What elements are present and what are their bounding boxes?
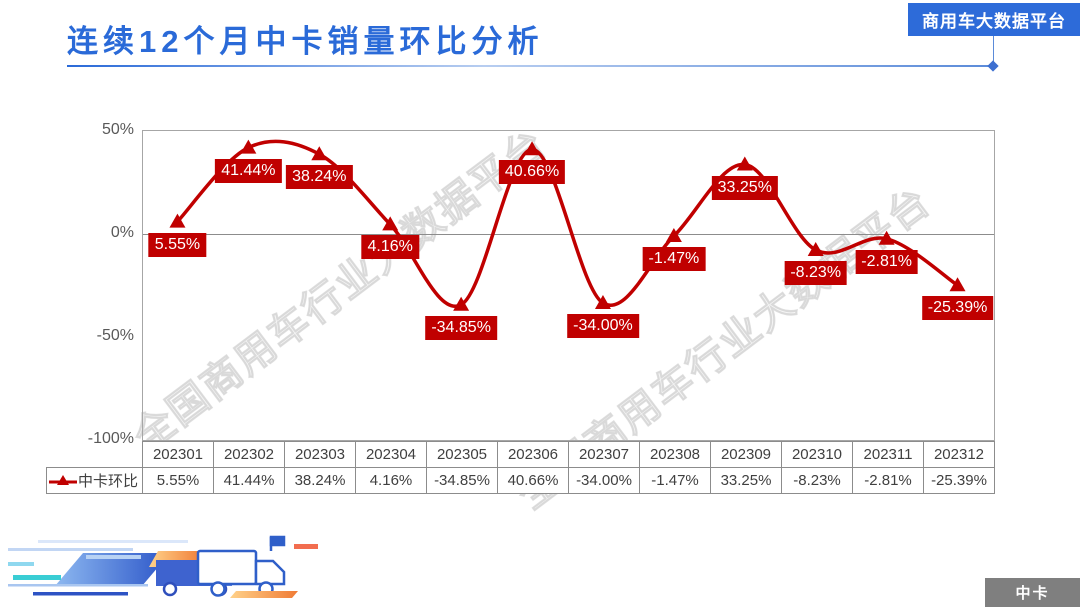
y-axis-tick-label: -100% — [87, 430, 134, 447]
month-header-cell: 202308 — [639, 441, 711, 468]
value-cell: -8.23% — [781, 467, 853, 494]
value-cell: -1.47% — [639, 467, 711, 494]
table-blank-cell — [47, 442, 143, 468]
value-cell: 5.55% — [142, 467, 214, 494]
value-cell: -34.85% — [426, 467, 498, 494]
month-header-cell: 202305 — [426, 441, 498, 468]
data-point-marker — [169, 213, 186, 228]
badge-connector-line — [993, 36, 994, 66]
value-cell: -34.00% — [568, 467, 640, 494]
value-cell: -25.39% — [923, 467, 995, 494]
plot-area — [142, 130, 995, 441]
legend-cell: 中卡环比 — [46, 467, 143, 494]
data-point-marker — [240, 139, 257, 154]
zero-gridline — [143, 234, 994, 235]
month-header-cell: 202301 — [142, 441, 214, 468]
month-header-cell: 202310 — [781, 441, 853, 468]
month-header-cell: 202304 — [355, 441, 427, 468]
data-point-marker — [949, 277, 966, 292]
value-cell: 33.25% — [710, 467, 782, 494]
data-point-marker — [665, 228, 682, 243]
data-point-marker — [382, 216, 399, 231]
data-point-marker — [807, 241, 824, 256]
month-header-cell: 202307 — [568, 441, 640, 468]
month-header-cell: 202302 — [213, 441, 285, 468]
title-underline — [67, 65, 994, 67]
legend-line-marker-icon — [49, 475, 77, 485]
platform-badge: 商用车大数据平台 — [908, 3, 1080, 36]
series-line-chart — [169, 139, 966, 311]
y-axis-tick-label: 0% — [110, 224, 134, 241]
badge-connector-diamond-icon — [987, 60, 999, 72]
value-cell: 4.16% — [355, 467, 427, 494]
page-title: 连续12个月中卡销量环比分析 — [67, 24, 544, 59]
value-cell: -2.81% — [852, 467, 924, 494]
legend-series-name: 中卡环比 — [78, 473, 139, 490]
month-header-cell: 202309 — [710, 441, 782, 468]
data-point-marker — [878, 230, 895, 245]
month-header-cell: 202303 — [284, 441, 356, 468]
data-point-marker — [311, 146, 328, 161]
data-point-marker — [736, 156, 753, 171]
category-badge: 中卡 — [985, 578, 1080, 607]
data-table: 202301 202302 202303 202304 202305 202306 2023… — [46, 441, 995, 494]
series-line — [176, 139, 959, 309]
value-cell: 41.44% — [213, 467, 285, 494]
month-header-cell: 202312 — [923, 441, 995, 468]
y-axis-tick-label: 50% — [101, 121, 134, 138]
value-cell: 38.24% — [284, 467, 356, 494]
month-header-cell: 202306 — [497, 441, 569, 468]
trucks-logo — [8, 535, 318, 598]
y-axis-tick-label: -50% — [96, 327, 134, 344]
data-point-marker — [594, 295, 611, 310]
front-truck-icon — [196, 535, 286, 597]
month-header-cell: 202311 — [852, 441, 924, 468]
data-point-marker — [524, 141, 541, 156]
orange-streak-icon — [230, 591, 298, 598]
value-cell: 40.66% — [497, 467, 569, 494]
data-point-marker — [453, 296, 470, 311]
